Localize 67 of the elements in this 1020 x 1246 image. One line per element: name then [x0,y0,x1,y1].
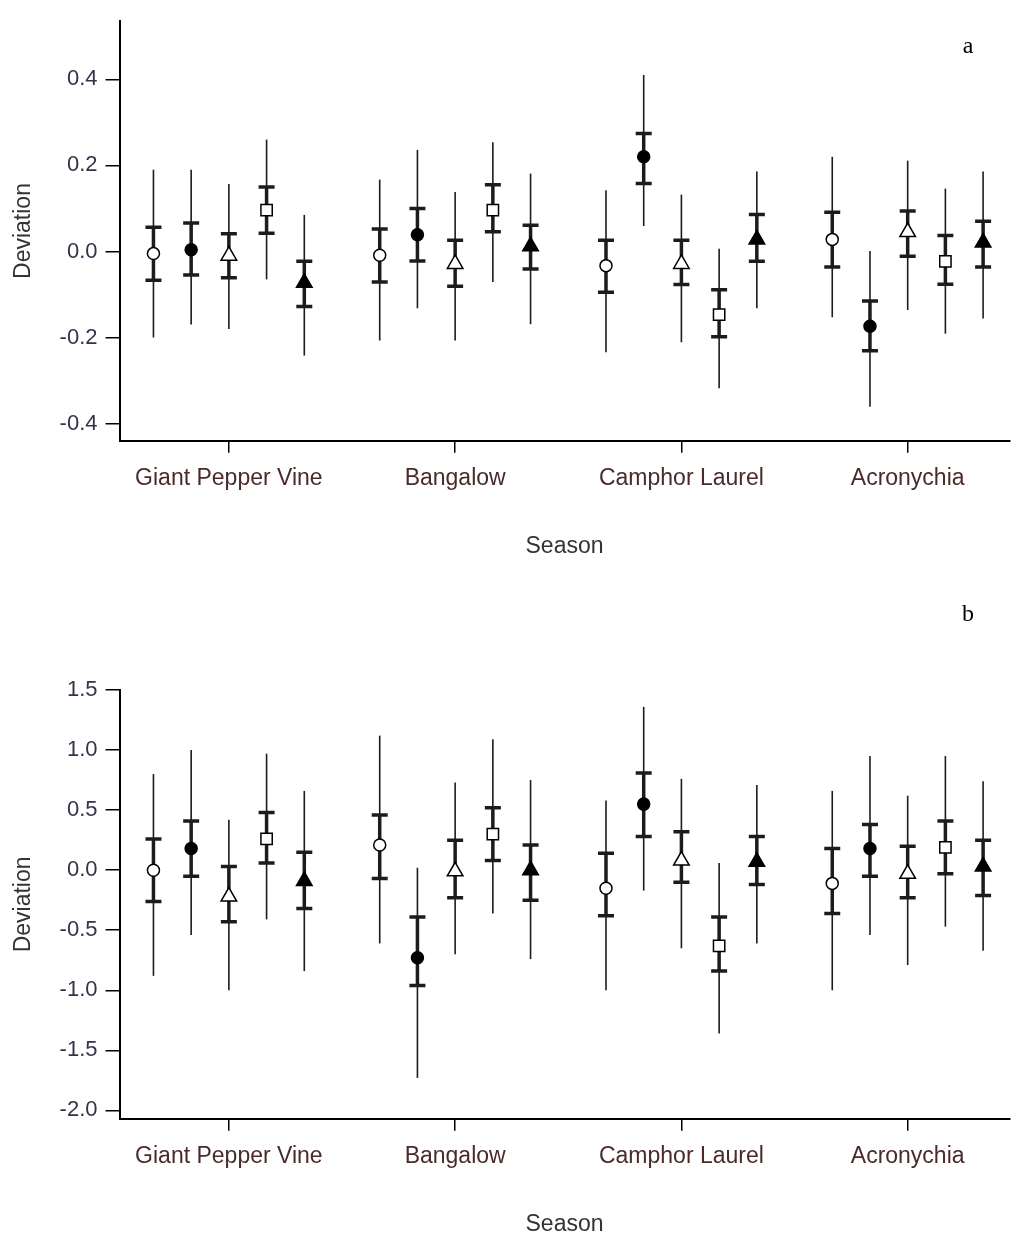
point [974,232,992,248]
point [863,841,877,856]
x-tick-label: Acronychia [850,463,965,490]
x-axis-title: Season [525,1209,604,1236]
point [486,827,500,841]
y-tick-label: 0.2 [66,151,98,177]
point [446,254,464,270]
point [748,229,766,245]
point [825,876,840,891]
point [260,203,273,217]
y-tick-label: -0.2 [59,323,98,349]
point [599,258,613,273]
point [974,856,992,872]
point [748,852,766,868]
x-tick-label: Giant Pepper Vine [135,1141,323,1168]
x-tick-label: Bangalow [404,463,507,490]
point [220,246,238,261]
x-tick-label: Camphor Laurel [598,463,764,490]
point [486,203,500,217]
y-tick-label: -2.0 [59,1096,98,1122]
x-axis-title: Season [525,531,604,558]
point [295,273,313,289]
point [446,861,464,877]
chart-title: a [962,32,974,59]
point [184,841,198,856]
y-tick-label: 1.5 [66,676,98,702]
point [712,939,726,953]
point [146,863,161,877]
point [825,232,840,247]
point [146,246,161,261]
point [636,150,651,164]
point [938,840,952,854]
chart-title: b [962,600,974,627]
point [522,236,540,252]
y-tick-label: -1.5 [59,1036,98,1062]
point [636,797,651,811]
y-tick-label: 0.4 [66,65,98,91]
y-tick-label: 0.0 [66,237,98,263]
y-tick-label: 0.0 [66,856,98,882]
point [899,222,917,238]
point [599,881,613,895]
point [410,951,425,965]
point [899,864,917,880]
x-tick-label: Camphor Laurel [598,1141,764,1168]
y-tick-label: -0.4 [59,409,98,435]
point [260,832,273,846]
point [522,860,540,876]
y-axis-title: Deviation [9,856,36,953]
x-tick-label: Giant Pepper Vine [135,463,323,490]
point [372,838,387,852]
y-tick-label: -1.0 [59,976,98,1002]
point [220,886,238,902]
y-tick-label: 0.5 [66,796,98,822]
point [672,254,690,270]
y-axis-title: Deviation [9,183,36,279]
point [184,242,198,257]
point [863,319,877,334]
x-tick-label: Acronychia [850,1141,965,1168]
point [712,308,726,322]
x-tick-label: Bangalow [404,1141,507,1168]
point [672,850,690,866]
y-tick-label: 1.0 [66,736,98,762]
y-tick-label: -0.5 [59,916,98,942]
point [938,254,952,268]
point [372,248,387,263]
point [410,227,425,242]
point [295,871,313,887]
